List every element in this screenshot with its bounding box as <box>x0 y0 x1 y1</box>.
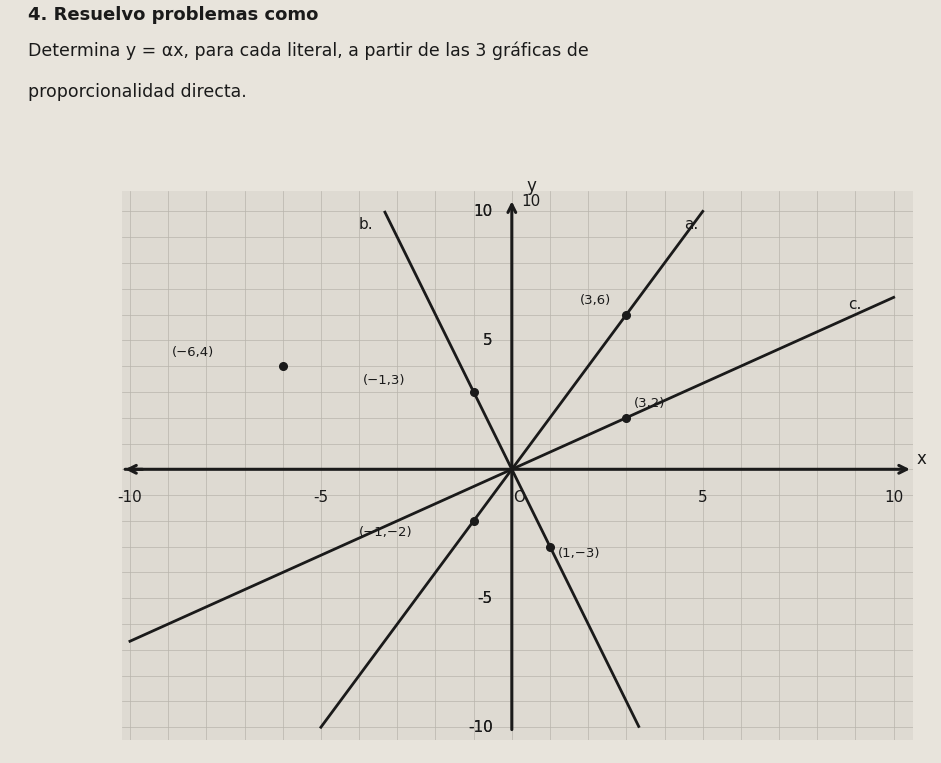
Text: 5: 5 <box>483 333 493 348</box>
Text: -10: -10 <box>468 720 493 735</box>
Text: 5: 5 <box>698 490 708 505</box>
Text: -5: -5 <box>313 490 328 505</box>
Text: -5: -5 <box>478 591 493 606</box>
Text: a.: a. <box>684 217 698 233</box>
Text: (−1,3): (−1,3) <box>362 374 405 387</box>
Text: 10: 10 <box>884 490 903 505</box>
Text: 5: 5 <box>483 333 493 348</box>
Text: (1,−3): (1,−3) <box>558 547 600 560</box>
Text: (3,2): (3,2) <box>634 398 665 410</box>
Text: O: O <box>514 490 525 505</box>
Text: 10: 10 <box>473 204 493 219</box>
Text: proporcionalidad directa.: proporcionalidad directa. <box>28 83 247 101</box>
Text: (−6,4): (−6,4) <box>171 346 214 359</box>
Text: x: x <box>917 450 927 468</box>
Text: (−1,−2): (−1,−2) <box>359 526 412 539</box>
Text: b.: b. <box>359 217 374 233</box>
Text: -5: -5 <box>478 591 493 606</box>
Text: 10: 10 <box>473 204 493 219</box>
Text: Determina y = αx, para cada literal, a partir de las 3 gráficas de: Determina y = αx, para cada literal, a p… <box>28 42 589 60</box>
Text: y: y <box>526 176 535 195</box>
Text: 10: 10 <box>521 194 540 209</box>
Text: -10: -10 <box>118 490 142 505</box>
Text: 4. Resuelvo problemas como: 4. Resuelvo problemas como <box>28 6 319 24</box>
Text: c.: c. <box>848 298 861 312</box>
Text: (3,6): (3,6) <box>580 295 611 307</box>
Text: -10: -10 <box>468 720 493 735</box>
